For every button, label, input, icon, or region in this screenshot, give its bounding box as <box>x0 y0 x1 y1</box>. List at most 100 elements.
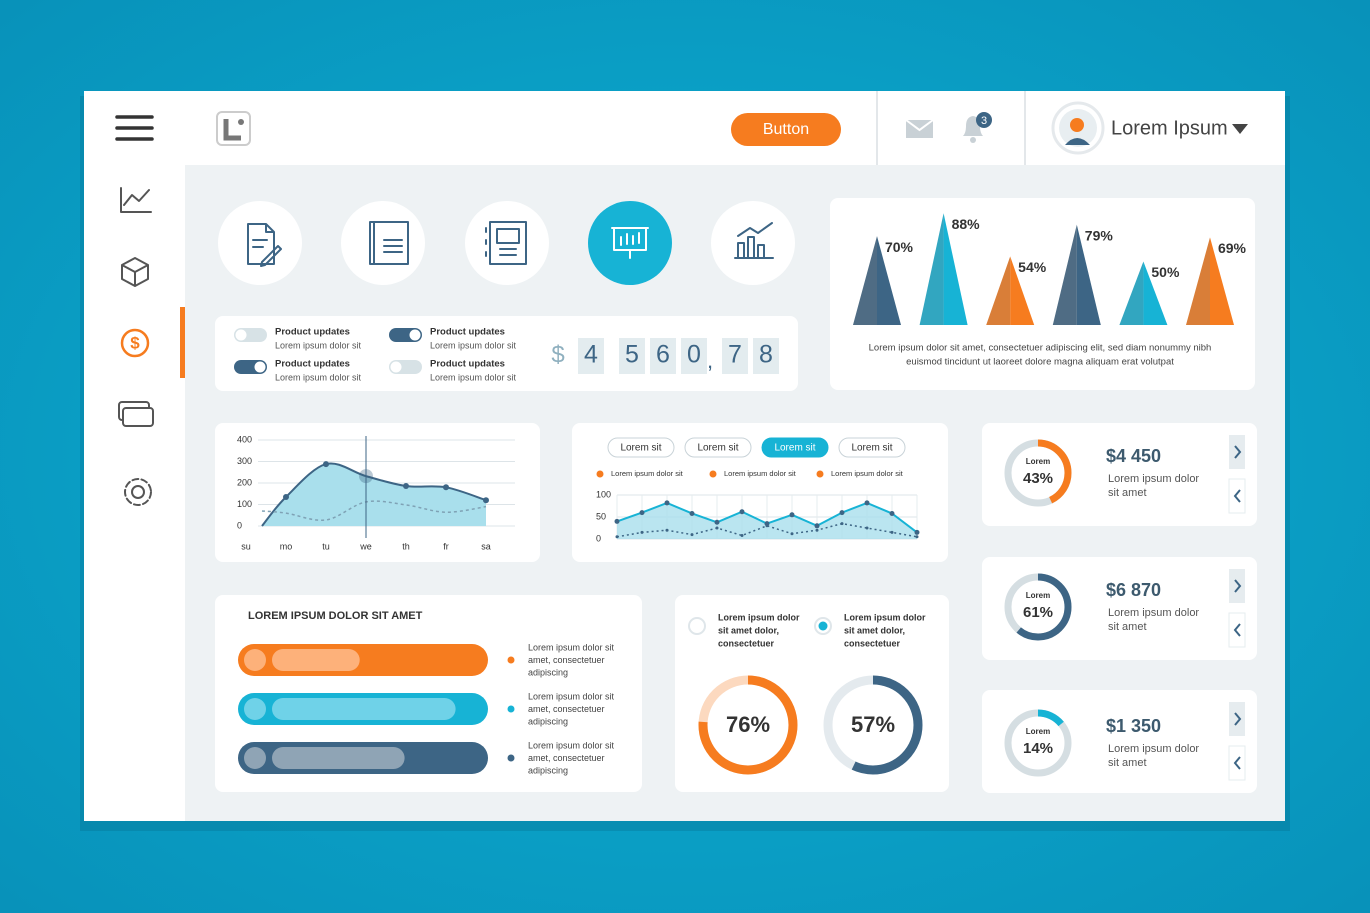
legend-dot <box>816 470 824 478</box>
pyramid-shade <box>1186 237 1210 325</box>
point <box>403 483 409 490</box>
icon-button[interactable] <box>588 201 672 285</box>
nav-cards[interactable] <box>118 401 154 427</box>
digit-box <box>681 338 707 374</box>
nav-settings[interactable] <box>124 478 152 506</box>
stat-percent: 14% <box>1023 740 1053 757</box>
next-button[interactable] <box>1229 702 1245 736</box>
chevron <box>1234 712 1242 726</box>
icon-button[interactable] <box>218 201 302 285</box>
pyramid-shade <box>986 256 1011 325</box>
value-label: 79% <box>1085 227 1114 243</box>
tab-label: Lorem sit <box>851 443 892 454</box>
button[interactable]: Button <box>731 113 841 146</box>
y-tick-label: 0 <box>237 520 242 530</box>
tab[interactable] <box>607 437 675 458</box>
bar-text: amet, consectetuer <box>528 753 605 763</box>
next-button[interactable] <box>1229 569 1245 603</box>
y-tick-label: 0 <box>596 533 601 543</box>
point <box>839 510 845 516</box>
stat-label: Lorem <box>1026 727 1050 736</box>
stat-percent: 43% <box>1023 470 1053 487</box>
stat-label: Lorem <box>1026 457 1050 466</box>
caret[interactable] <box>1232 124 1248 134</box>
legend-dot <box>596 470 604 478</box>
pyramid-face <box>1052 224 1077 325</box>
bar-dot <box>507 754 515 762</box>
tab[interactable] <box>761 437 829 458</box>
point <box>639 510 645 516</box>
point <box>740 533 744 537</box>
digit-box <box>578 338 604 374</box>
point <box>483 497 489 504</box>
tab[interactable] <box>838 437 906 458</box>
tab-label: Lorem sit <box>620 443 661 454</box>
point <box>814 523 820 529</box>
y-tick-label: 200 <box>237 477 252 487</box>
button-label: Button <box>763 121 809 138</box>
radio-text: Lorem ipsum dolor <box>844 612 926 622</box>
bar-knob <box>244 698 266 720</box>
bar-text: Lorem ipsum dolor sit <box>528 691 615 701</box>
menu-icon[interactable] <box>115 115 154 141</box>
bar-fill <box>272 747 405 769</box>
bar-text: amet, consectetuer <box>528 704 605 714</box>
next-button[interactable] <box>1229 435 1245 469</box>
toggle-title: Product updates <box>430 327 505 338</box>
stat-percent: 61% <box>1023 604 1053 621</box>
value-label: 70% <box>885 239 914 255</box>
chevron <box>1233 756 1241 770</box>
point <box>715 526 719 530</box>
nav-dollar[interactable]: $ <box>120 328 150 358</box>
badge: 3 <box>981 115 987 127</box>
stat-ring <box>1004 573 1072 641</box>
value-label: 69% <box>1218 240 1247 256</box>
radio-text: sit amet dolor, <box>844 625 905 635</box>
prev-button[interactable] <box>1228 745 1246 781</box>
x-tick-label: sa <box>481 541 491 551</box>
toggle-knob <box>409 329 421 341</box>
tab[interactable] <box>684 437 752 458</box>
card <box>830 198 1255 390</box>
pyramid-face <box>986 256 1011 325</box>
icon <box>369 221 409 265</box>
card <box>675 595 949 792</box>
bar-text: Lorem ipsum dolor sit <box>528 642 615 652</box>
bar-fill <box>272 649 360 671</box>
user-name[interactable]: Lorem Ipsum <box>1111 117 1228 139</box>
nav-chart[interactable] <box>120 187 152 213</box>
digit: 4 <box>584 341 598 369</box>
caption: euismod tincidunt ut laoreet dolore magn… <box>906 357 1174 368</box>
ring <box>698 675 798 775</box>
legend-label: Lorem ipsum dolor sit <box>611 469 684 478</box>
point <box>765 524 769 528</box>
stat-ring <box>1004 439 1072 507</box>
pyramid-face <box>853 236 877 325</box>
pyramid <box>853 236 901 325</box>
digit: 0 <box>687 341 701 369</box>
logo[interactable] <box>216 111 251 146</box>
icon <box>247 223 282 267</box>
x-tick-label: fr <box>443 541 449 551</box>
mail-icon[interactable] <box>905 119 934 138</box>
avatar[interactable] <box>1051 101 1105 155</box>
chevron <box>1233 623 1241 637</box>
bar-text: Lorem ipsum dolor sit <box>528 740 615 750</box>
icon-button[interactable] <box>341 201 425 285</box>
digit: 7 <box>728 341 742 369</box>
radio[interactable] <box>688 617 706 635</box>
bell-icon[interactable]: 3 <box>963 112 992 143</box>
value-label: 50% <box>1151 264 1180 280</box>
prev-button[interactable] <box>1228 612 1246 648</box>
y-tick-label: 100 <box>596 489 611 499</box>
toggle-text: Lorem ipsum dolor sit <box>275 372 362 382</box>
nav-box[interactable] <box>121 257 149 287</box>
ring-label: 76% <box>726 712 770 737</box>
caption: Lorem ipsum dolor sit amet, consectetuer… <box>869 343 1212 354</box>
value-label: 54% <box>1018 259 1047 275</box>
prev-button[interactable] <box>1228 478 1246 514</box>
bar-dot <box>507 656 515 664</box>
point <box>664 500 670 506</box>
radio-text: consectetuer <box>844 638 901 648</box>
separator: , <box>707 348 713 373</box>
